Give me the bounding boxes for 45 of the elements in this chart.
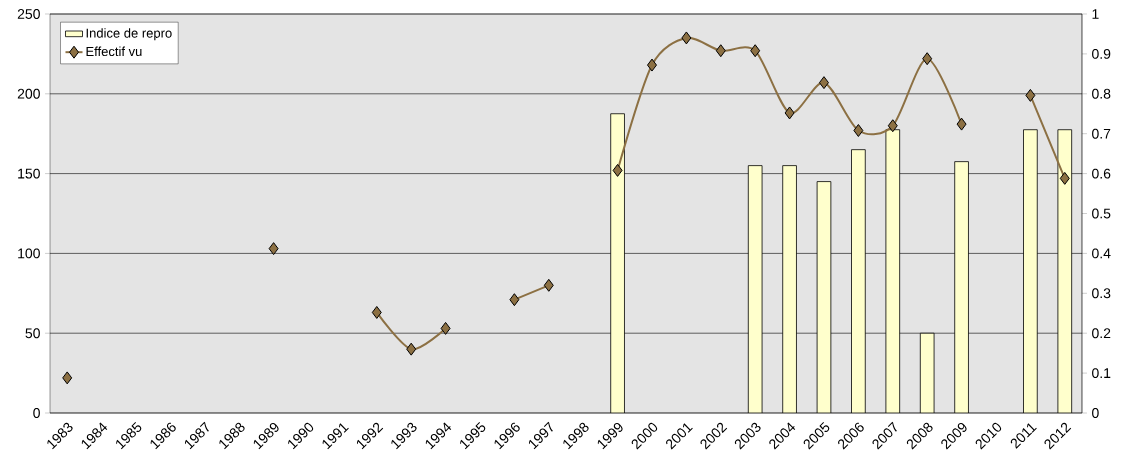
point xyxy=(819,76,829,90)
y2-tick-label: 0.7 xyxy=(1092,128,1111,139)
y-tick-label: 250 xyxy=(17,9,40,19)
y-tick-label: 50 xyxy=(25,328,40,339)
point xyxy=(440,321,451,335)
bar xyxy=(851,149,866,413)
y2-tick-label: 1 xyxy=(1092,9,1099,19)
point xyxy=(509,293,520,307)
point xyxy=(647,58,657,72)
point xyxy=(371,305,382,319)
point xyxy=(681,31,692,45)
point xyxy=(750,44,761,58)
y2-tick-label: 0.9 xyxy=(1092,48,1111,59)
point xyxy=(1025,88,1036,102)
bar xyxy=(610,113,625,413)
point xyxy=(268,242,279,256)
point xyxy=(62,371,73,385)
legend-label: Indice de repro xyxy=(86,28,172,41)
point xyxy=(887,119,898,133)
y-tick-label: 200 xyxy=(17,88,40,99)
bar xyxy=(954,161,969,413)
y2-tick-label: 0 xyxy=(1092,408,1099,418)
point xyxy=(715,44,726,58)
y-tick-label: 100 xyxy=(18,248,40,259)
y2-tick-label: 0.2 xyxy=(1092,328,1111,339)
y2-tick-label: 0.6 xyxy=(1092,168,1111,179)
point xyxy=(784,106,795,120)
y2-tick-label: 0.5 xyxy=(1092,208,1111,219)
y-tick-label: 0 xyxy=(33,408,40,418)
y2-tick-label: 0.4 xyxy=(1092,248,1111,259)
y2-tick-label: 0.8 xyxy=(1092,88,1111,99)
point xyxy=(406,342,417,356)
point xyxy=(612,163,623,177)
y2-tick-label: 0.3 xyxy=(1092,288,1111,299)
point xyxy=(853,124,864,137)
bar xyxy=(1023,129,1038,413)
bar xyxy=(782,165,797,413)
legend-label: Effectif vu xyxy=(86,46,142,57)
y2-tick-label: 0.1 xyxy=(1092,368,1111,379)
point xyxy=(1059,171,1070,185)
bar xyxy=(1057,129,1073,413)
y-tick-label: 150 xyxy=(18,168,40,179)
point xyxy=(922,52,933,66)
point xyxy=(543,278,554,292)
point xyxy=(956,117,967,131)
